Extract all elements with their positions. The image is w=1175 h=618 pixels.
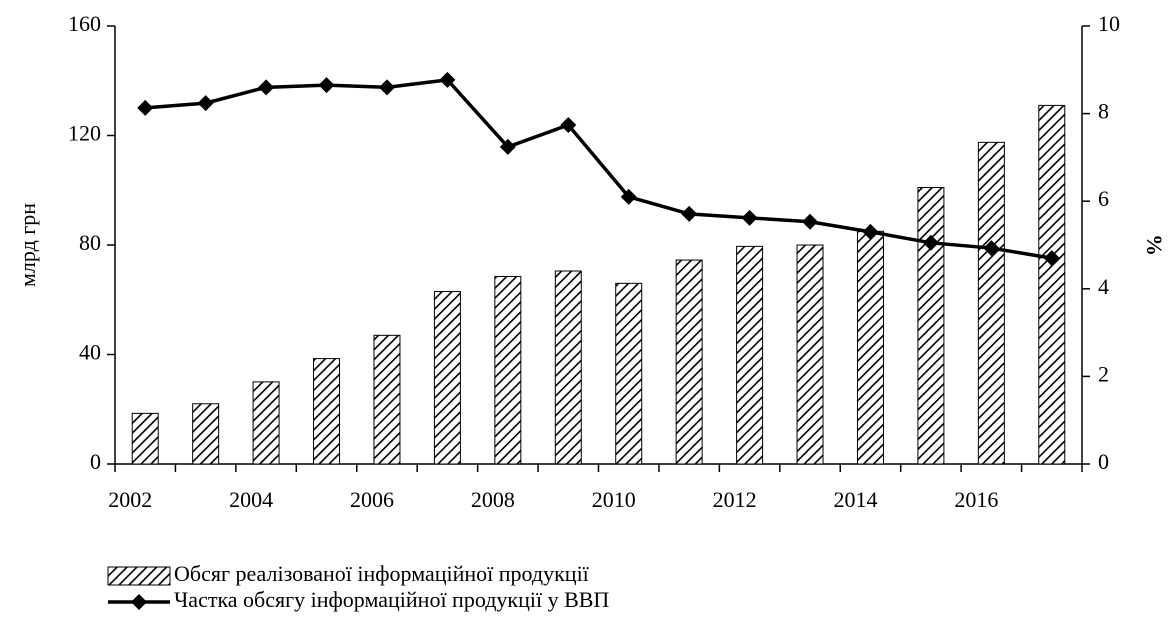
marker [378,79,395,96]
y2-tick-label: 6 [1098,186,1109,211]
bar [736,245,764,465]
line [145,78,1053,260]
bar [977,141,1005,465]
marker [862,223,879,240]
marker [1043,250,1060,267]
marker [560,116,577,133]
bar [313,358,341,465]
marker [197,95,214,112]
y-tick-label: 160 [68,11,101,36]
bar [252,381,280,465]
bar [917,187,945,465]
marker [499,138,516,155]
marker [318,77,335,94]
bar [615,282,643,465]
y2-axis-label: % [1142,234,1167,256]
bar [856,230,884,465]
x-tick-label: 2016 [954,487,998,512]
marker [681,205,698,222]
y2-tick-label: 0 [1098,449,1109,474]
y2-tick-label: 8 [1098,99,1109,124]
y2-tick-label: 2 [1098,361,1109,386]
marker [983,240,1000,257]
bar [131,412,159,465]
x-tick-label: 2010 [592,487,636,512]
x-tick-label: 2004 [229,487,273,512]
marker [922,234,939,251]
x-tick-label: 2008 [471,487,515,512]
bar [554,270,582,465]
bar [494,275,522,465]
y-tick-label: 120 [68,121,101,146]
y-tick-label: 40 [79,340,101,365]
marker [137,99,154,116]
y-axis-label: млрд грн [15,203,40,287]
marker [741,209,758,226]
x-tick-label: 2012 [713,487,757,512]
y-tick-label: 0 [90,449,101,474]
bar [373,334,401,465]
y2-tick-label: 4 [1098,274,1109,299]
bar [433,291,461,465]
bar [192,403,220,465]
marker [439,71,456,88]
y-tick-label: 80 [79,230,101,255]
bar [796,244,824,465]
marker [802,213,819,230]
legend-label: Частка обсягу інформаційної продукції у … [174,587,609,612]
marker [620,188,637,205]
bar [1038,104,1066,465]
x-tick-label: 2014 [833,487,877,512]
x-tick-label: 2002 [108,487,152,512]
x-tick-label: 2006 [350,487,394,512]
legend-swatch [107,566,171,586]
legend-marker [131,594,147,610]
legend-label: Обсяг реалізованої інформаційної продукц… [174,561,590,586]
marker [258,79,275,96]
bar [675,259,703,465]
y2-tick-label: 10 [1098,11,1120,36]
